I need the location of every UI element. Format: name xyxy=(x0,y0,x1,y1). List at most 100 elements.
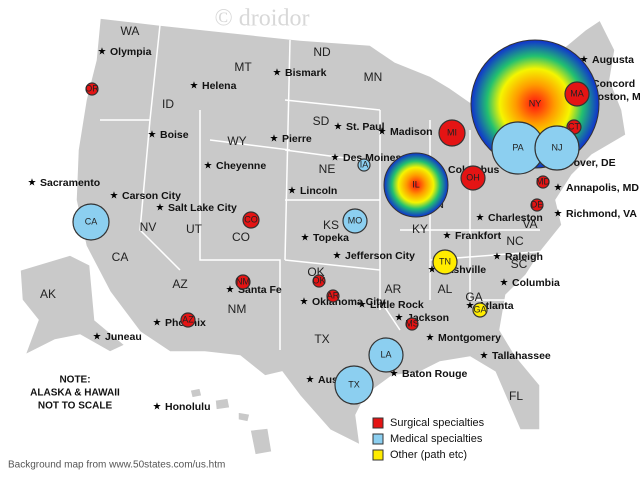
state-labels: WA MT ND MN ID SD WY NE NV UT CO KS CA AZ NM OK TX AR AL NC… xyxy=(40,24,538,403)
state-label: AK xyxy=(40,287,56,301)
capital-label: Oklahoma City xyxy=(312,296,386,308)
state-label: ID xyxy=(162,97,174,111)
legend-swatch xyxy=(372,433,384,445)
capital-label: Concord xyxy=(592,78,635,90)
star: ★ xyxy=(190,81,199,92)
note-line: NOT TO SCALE xyxy=(38,401,113,412)
star: ★ xyxy=(98,47,107,58)
legend-swatch xyxy=(372,417,384,429)
bubble xyxy=(438,119,466,147)
star: ★ xyxy=(426,333,435,344)
bubble-label: LA xyxy=(380,349,391,359)
state-label: NE xyxy=(319,162,336,176)
star: ★ xyxy=(148,130,157,141)
bubble xyxy=(405,317,419,331)
capital-label: Tallahassee xyxy=(492,350,551,362)
capital-label: Des Moines xyxy=(343,152,402,164)
state-label: VA xyxy=(522,217,537,231)
capital-label: Boise xyxy=(160,129,189,141)
state-label: MT xyxy=(234,60,252,74)
bubbles: NYILORMIOHMACTMDMSCONMAZOKARDECAPANJIAKS… xyxy=(72,39,600,405)
star: ★ xyxy=(500,278,509,289)
capital-label: Cheyenne xyxy=(216,160,266,172)
capital-label: Lincoln xyxy=(300,185,337,197)
bubble xyxy=(334,365,374,405)
capital-label: Sacramento xyxy=(40,177,100,189)
bubble-label: MD xyxy=(536,176,550,186)
bubble-label: TN xyxy=(439,256,451,266)
bubble-label: AR xyxy=(327,290,340,300)
alaska xyxy=(19,254,127,357)
star: ★ xyxy=(110,191,119,202)
state-label: TX xyxy=(314,332,329,346)
star: ★ xyxy=(93,332,102,343)
bubble-label: NM xyxy=(236,276,250,286)
bubble xyxy=(536,175,550,189)
bubble xyxy=(85,82,99,96)
bubble-label: IA xyxy=(360,159,369,169)
capital-label: Frankfort xyxy=(455,230,502,242)
capital-label: Honolulu xyxy=(165,401,211,413)
star: ★ xyxy=(300,297,309,308)
capital-label: Dover, DE xyxy=(566,157,616,169)
star: ★ xyxy=(580,55,589,66)
state-label: NM xyxy=(228,302,247,316)
star: ★ xyxy=(334,122,343,133)
capital-label: Carson City xyxy=(122,190,181,202)
capital-label: Helena xyxy=(202,80,237,92)
bubble-label: CA xyxy=(85,216,98,226)
bubble-label: OH xyxy=(466,172,480,182)
bubble xyxy=(472,302,488,318)
star: ★ xyxy=(288,186,297,197)
state-label: AZ xyxy=(172,277,187,291)
capital-label: Santa Fe xyxy=(238,284,282,296)
capital-label: Baton Rouge xyxy=(402,368,467,380)
legend-label: Surgical specialties xyxy=(390,417,485,429)
capital-label: Little Rock xyxy=(370,299,424,311)
note-line: ALASKA & HAWAII xyxy=(30,388,120,399)
capital-label: Annapolis, MD xyxy=(566,182,639,194)
bubble xyxy=(432,249,458,275)
state-label: NV xyxy=(140,220,157,234)
state-label: SC xyxy=(511,257,528,271)
watermark: © droidor xyxy=(215,6,310,32)
bubble xyxy=(530,198,544,212)
state-label: UT xyxy=(186,222,203,236)
star: ★ xyxy=(153,318,162,329)
star: ★ xyxy=(466,301,475,312)
bubble-label: GA xyxy=(473,304,486,314)
state-label: KY xyxy=(412,222,428,236)
capital-label: Juneau xyxy=(105,331,142,343)
bubble xyxy=(368,337,404,373)
bubble-label: DE xyxy=(531,199,544,209)
star: ★ xyxy=(395,313,404,324)
bubble xyxy=(326,289,340,303)
state-label: NC xyxy=(506,234,524,248)
state-label: WY xyxy=(227,134,246,148)
star: ★ xyxy=(204,161,213,172)
legend-label: Other (path etc) xyxy=(390,449,467,461)
capital-label: Jefferson City xyxy=(345,250,415,262)
hawaii xyxy=(189,387,273,456)
bubble xyxy=(72,203,110,241)
state-label: GA xyxy=(465,290,482,304)
capital-label: Olympia xyxy=(110,46,152,58)
bubble-label: MI xyxy=(447,127,457,137)
bubble xyxy=(180,312,196,328)
bubble-label: NJ xyxy=(552,142,563,152)
capital-label: Montgomery xyxy=(438,332,501,344)
star: ★ xyxy=(306,375,315,386)
capital-label: Boston, MA xyxy=(590,91,640,103)
star: ★ xyxy=(333,251,342,262)
bubble-label: TX xyxy=(348,379,360,389)
legend-swatch xyxy=(372,449,384,461)
star: ★ xyxy=(554,183,563,194)
bubble-label: PA xyxy=(512,142,523,152)
bubble xyxy=(235,274,251,290)
capital-label: Bismark xyxy=(285,67,327,79)
star: ★ xyxy=(428,265,437,276)
bubble xyxy=(312,274,326,288)
state-label: FL xyxy=(509,389,523,403)
bubble-label: MS xyxy=(405,318,419,328)
